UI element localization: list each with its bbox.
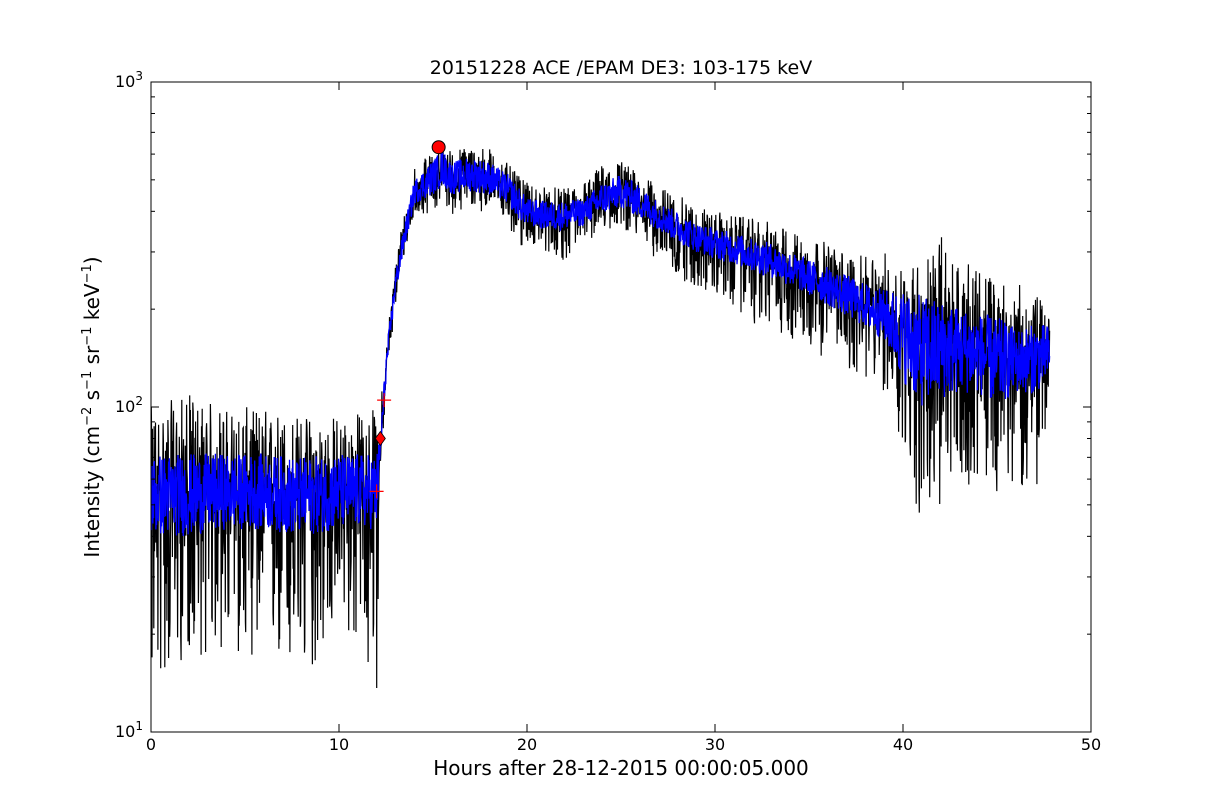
x-tick-label: 50	[1081, 735, 1101, 754]
onset-bound-marker-2	[377, 393, 392, 408]
smoothed-intensity-series	[151, 152, 1051, 537]
x-tick-label: 20	[517, 735, 537, 754]
x-tick-label: 40	[893, 735, 913, 754]
x-axis-label: Hours after 28-12-2015 00:00:05.000	[433, 756, 809, 780]
y-tick-label: 102	[115, 394, 143, 416]
marker-layer	[369, 140, 446, 499]
x-tick-label: 0	[146, 735, 156, 754]
x-tick-label: 10	[329, 735, 349, 754]
series-layer	[151, 148, 1051, 689]
chart-title: 20151228 ACE /EPAM DE3: 103-175 keV	[430, 57, 812, 79]
x-tick-label: 30	[705, 735, 725, 754]
onset-bound-marker-3	[369, 484, 384, 499]
y-axis-label-text: Intensity (cm−2​ s−1​ sr−1​ keV−1​)	[80, 256, 104, 557]
y-axis-label: Intensity (cm−2​ s−1​ sr−1​ keV−1​)	[80, 256, 104, 557]
onset-marker	[374, 430, 386, 447]
raw-intensity-series	[151, 148, 1051, 689]
axis-ticks: 0 10 20 30 40 50 101 102 103	[115, 69, 1101, 754]
y-tick-label: 103	[115, 69, 143, 91]
y-tick-label: 101	[115, 719, 143, 741]
peak-marker	[431, 140, 446, 155]
